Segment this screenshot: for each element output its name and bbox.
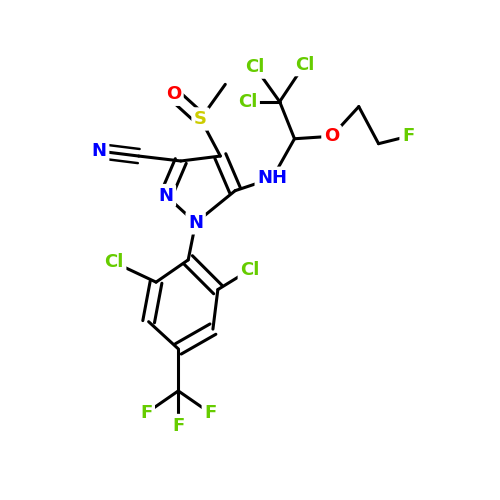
Text: Cl: Cl — [104, 254, 124, 272]
Text: O: O — [324, 128, 339, 146]
Text: F: F — [402, 128, 414, 146]
Text: F: F — [172, 416, 184, 434]
Text: NH: NH — [257, 170, 287, 188]
Text: Cl: Cl — [238, 92, 257, 110]
Text: N: N — [188, 214, 203, 232]
Text: O: O — [166, 85, 181, 103]
Text: Cl: Cl — [240, 261, 260, 279]
Text: Cl: Cl — [294, 56, 314, 74]
Text: Cl: Cl — [246, 58, 264, 76]
Text: N: N — [92, 142, 106, 160]
Text: N: N — [158, 186, 174, 204]
Text: S: S — [194, 110, 207, 128]
Text: F: F — [204, 404, 216, 422]
Text: F: F — [140, 404, 152, 422]
